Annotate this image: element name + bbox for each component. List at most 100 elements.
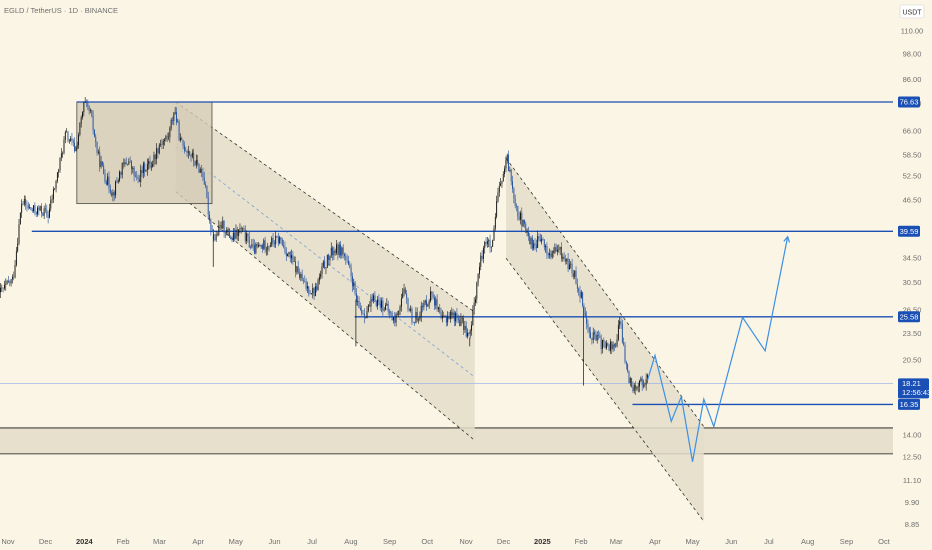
candle	[19, 212, 21, 225]
candle	[277, 232, 279, 247]
candle	[242, 227, 244, 232]
candle	[644, 382, 646, 388]
price-tick: 30.50	[903, 278, 922, 287]
candle	[247, 232, 249, 243]
time-axis-background[interactable]	[0, 532, 893, 550]
candle	[116, 176, 118, 184]
candle	[54, 187, 56, 191]
channel-1-upper[interactable]	[175, 101, 476, 313]
candle	[563, 252, 565, 262]
candle	[471, 321, 472, 336]
candle	[570, 261, 572, 269]
candle	[231, 236, 233, 243]
candle	[316, 283, 318, 293]
projection-path[interactable]	[646, 235, 791, 462]
candle	[166, 132, 168, 142]
price-axis-background[interactable]	[893, 0, 932, 550]
candle	[156, 143, 158, 165]
candle	[18, 218, 20, 246]
candle	[17, 237, 19, 253]
candle	[588, 327, 590, 338]
time-tick: Apr	[192, 537, 204, 546]
candle	[254, 239, 255, 255]
currency-label: USDT	[902, 10, 922, 17]
candle	[99, 146, 101, 172]
candle	[68, 138, 70, 144]
candle	[71, 132, 73, 146]
candle	[603, 337, 605, 348]
candle	[314, 282, 316, 297]
currency-button[interactable]: USDT	[899, 4, 925, 19]
candle	[220, 221, 222, 230]
candle	[182, 139, 184, 150]
candle	[485, 237, 487, 247]
candle	[138, 175, 140, 182]
channel-2-upper[interactable]	[505, 157, 705, 427]
candle	[383, 307, 385, 312]
candle	[244, 225, 246, 244]
candle	[460, 313, 462, 327]
channel-1-midline[interactable]	[175, 146, 476, 378]
candle	[382, 297, 384, 316]
current-price-value: 18.21	[902, 379, 921, 388]
candle	[546, 242, 548, 259]
candle	[321, 262, 323, 279]
candle	[185, 147, 187, 152]
candle	[271, 236, 273, 247]
candle	[465, 321, 467, 338]
candle	[304, 275, 306, 283]
candle	[374, 291, 376, 303]
time-tick: Mar	[610, 537, 623, 546]
candle	[35, 211, 37, 218]
candle	[56, 172, 58, 184]
candle	[555, 243, 557, 252]
candle	[484, 240, 486, 254]
candle	[211, 225, 213, 233]
candle	[337, 242, 339, 261]
price-tick: 8.85	[905, 520, 920, 529]
candle	[190, 153, 192, 162]
candle	[194, 160, 196, 167]
candle	[306, 281, 308, 293]
candle	[349, 261, 351, 269]
candle	[396, 310, 398, 316]
candle	[571, 258, 573, 278]
candle	[365, 316, 367, 319]
horizontal-levels[interactable]	[31, 101, 893, 406]
projection-line[interactable]	[646, 236, 789, 462]
candle	[459, 315, 461, 327]
candle	[51, 194, 53, 204]
time-axis: Nov Dec 2024 Feb Mar Apr May Jun Jul Aug Sep Oct Nov…	[1, 537, 890, 546]
candle	[80, 115, 82, 128]
candle	[494, 213, 496, 231]
candle	[120, 171, 122, 179]
candle	[562, 253, 564, 262]
candle	[635, 381, 637, 396]
descending-channels[interactable]	[175, 101, 705, 522]
candle	[111, 190, 113, 197]
candle	[322, 260, 324, 269]
candle	[418, 317, 420, 324]
candle	[63, 136, 65, 155]
channel-2-lower[interactable]	[505, 257, 705, 522]
candle	[112, 189, 114, 202]
channel-1-lower[interactable]	[175, 191, 476, 441]
time-tick: Jun	[269, 537, 281, 546]
candle	[358, 296, 360, 309]
candle	[550, 249, 552, 260]
candle	[387, 300, 389, 316]
candle	[113, 190, 115, 201]
candle	[31, 207, 33, 213]
candle	[566, 258, 568, 265]
candle	[476, 281, 478, 304]
candle	[468, 332, 470, 337]
candle	[228, 228, 230, 239]
candle	[248, 231, 250, 248]
candle	[39, 205, 41, 212]
candle	[557, 245, 558, 256]
candle	[338, 241, 340, 258]
candle	[527, 226, 529, 241]
support-zone[interactable]	[0, 427, 893, 455]
candle	[353, 278, 355, 290]
